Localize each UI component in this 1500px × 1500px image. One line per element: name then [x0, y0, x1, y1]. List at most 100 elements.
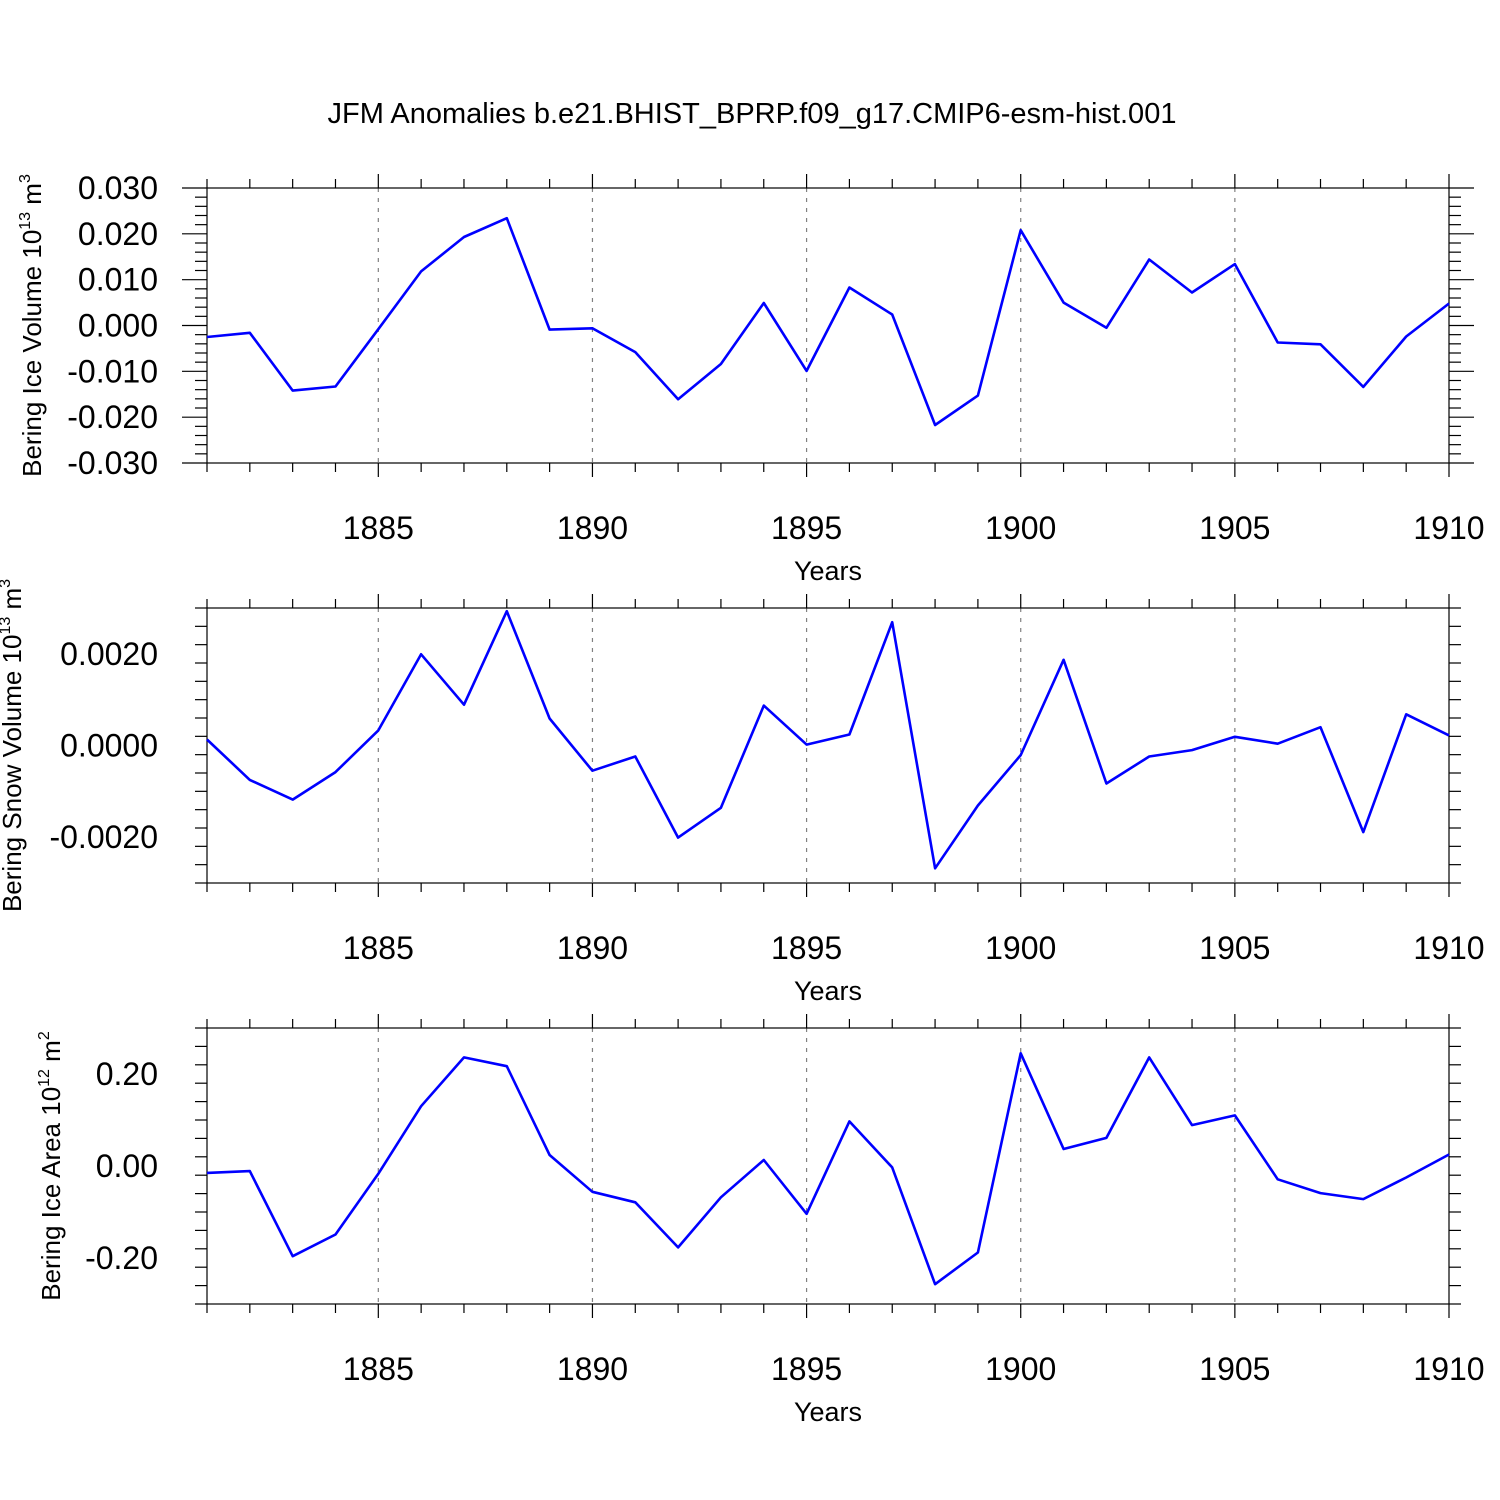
data-point: [1361, 384, 1366, 389]
data-point: [1018, 228, 1023, 233]
data-point: [933, 422, 938, 427]
data-point: [847, 732, 852, 737]
data-point: [890, 1165, 895, 1170]
plot-frame: [206, 187, 1450, 464]
x-tick-label: 1895: [771, 930, 842, 966]
data-point: [804, 368, 809, 373]
data-point: [1275, 1177, 1280, 1182]
data-point: [1318, 1191, 1323, 1196]
data-point: [975, 1250, 980, 1255]
data-point: [1232, 734, 1237, 739]
data-point: [761, 703, 766, 708]
data-point: [504, 609, 509, 614]
data-point: [461, 1055, 466, 1060]
data-point: [590, 326, 595, 331]
data-point: [975, 393, 980, 398]
data-point: [804, 742, 809, 747]
data-point: [890, 620, 895, 625]
data-point: [247, 1169, 252, 1174]
data-point: [247, 777, 252, 782]
y-axis-title: Bering Ice Area 1012 m2: [36, 1031, 66, 1301]
data-point: [1018, 753, 1023, 758]
data-point: [761, 1158, 766, 1163]
data-point: [419, 652, 424, 657]
data-point: [504, 216, 509, 221]
panel-3: -0.20 0.00 0.20 1885 1890 1895 1900 1905 1910 Yea…: [36, 1014, 1485, 1427]
data-point: [333, 1232, 338, 1237]
data-point: [1361, 830, 1366, 835]
data-point: [761, 301, 766, 306]
y-tick-label: 0.000: [78, 308, 158, 344]
data-point: [1190, 1123, 1195, 1128]
data-point: [547, 327, 552, 332]
data-point: [1447, 1152, 1452, 1157]
data-point: [547, 716, 552, 721]
x-tick-label: 1890: [557, 510, 628, 546]
data-point: [1318, 342, 1323, 347]
data-point: [1447, 301, 1452, 306]
y-axis-title: Bering Snow Volume 1013 m3: [0, 579, 27, 912]
data-point: [205, 1170, 210, 1175]
data-point: [419, 1104, 424, 1109]
y-tick-label: -0.030: [67, 445, 158, 481]
panel-1: -0.030 -0.020 -0.010 0.000 0.010 0.020 0.030 18…: [17, 170, 1485, 586]
y-tick-label: -0.20: [85, 1240, 158, 1276]
x-tick-label: 1910: [1413, 930, 1484, 966]
data-point: [1404, 712, 1409, 717]
data-point: [1318, 725, 1323, 730]
data-point: [1147, 754, 1152, 759]
chart-panels: -0.030 -0.020 -0.010 0.000 0.010 0.020 0.030 18…: [0, 170, 1485, 1427]
x-tick-label: 1900: [985, 510, 1056, 546]
data-point: [1147, 1055, 1152, 1060]
chart-title: JFM Anomalies b.e21.BHIST_BPRP.f09_g17.C…: [328, 98, 1177, 130]
data-point: [590, 768, 595, 773]
x-tick-label: 1890: [557, 1351, 628, 1387]
data-point: [376, 1171, 381, 1176]
data-point: [547, 1152, 552, 1157]
y-tick-label: 0.0020: [60, 636, 158, 672]
data-point: [1404, 334, 1409, 339]
x-tick-label: 1910: [1413, 510, 1484, 546]
data-point: [933, 1282, 938, 1287]
data-point: [1361, 1197, 1366, 1202]
data-point: [1275, 741, 1280, 746]
data-point: [1232, 1113, 1237, 1118]
panel-2: -0.0020 0.0000 0.0020 1885 1890 1895 1900 1905 1…: [0, 579, 1485, 1006]
data-point: [247, 330, 252, 335]
data-point: [333, 384, 338, 389]
series-line: [206, 1052, 1450, 1286]
data-point: [1061, 300, 1066, 305]
y-tick-label: -0.020: [67, 399, 158, 435]
data-point: [1104, 325, 1109, 330]
data-point: [376, 327, 381, 332]
data-point: [419, 269, 424, 274]
data-point: [461, 235, 466, 240]
y-tick-label: 0.00: [96, 1148, 158, 1184]
y-tick-label: 0.020: [78, 216, 158, 252]
data-point: [676, 835, 681, 840]
x-axis-title: Years: [794, 1397, 862, 1427]
x-tick-label: 1900: [985, 930, 1056, 966]
x-tick-label: 1890: [557, 930, 628, 966]
x-tick-label: 1910: [1413, 1351, 1484, 1387]
x-axis-title: Years: [794, 976, 862, 1006]
x-axis-title: Years: [794, 556, 862, 586]
data-point: [504, 1064, 509, 1069]
x-tick-label: 1905: [1199, 510, 1270, 546]
data-point: [718, 1195, 723, 1200]
plot-frame: [206, 607, 1450, 884]
data-point: [847, 1119, 852, 1124]
data-point: [290, 1254, 295, 1259]
data-point: [290, 388, 295, 393]
data-point: [376, 728, 381, 733]
data-point: [205, 737, 210, 742]
data-point: [847, 285, 852, 290]
y-tick-label: -0.0020: [49, 819, 158, 855]
y-tick-label: 0.010: [78, 262, 158, 298]
data-point: [890, 312, 895, 317]
y-axis-title: Bering Ice Volume 1013 m3: [17, 174, 47, 477]
data-point: [1232, 262, 1237, 267]
data-point: [933, 866, 938, 871]
x-tick-label: 1905: [1199, 1351, 1270, 1387]
data-point: [676, 397, 681, 402]
